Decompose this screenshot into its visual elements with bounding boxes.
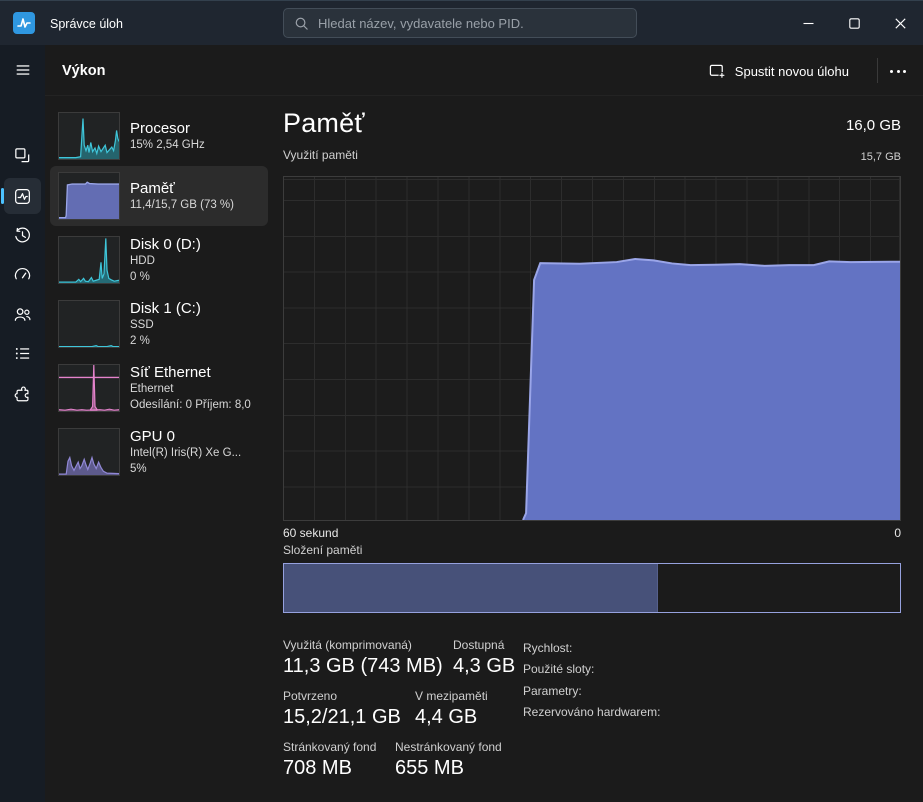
run-new-task-label: Spustit novou úlohu [734, 63, 849, 79]
perf-item-ethernet[interactable]: Síť Ethernet Ethernet Odesílání: 0 Příje… [50, 358, 268, 418]
minimize-button[interactable] [785, 1, 831, 46]
ellipsis-icon [890, 69, 893, 73]
memory-total: 16,0 GB [845, 117, 901, 134]
perf-item-detail: Odesílání: 0 Příjem: 8,0 [130, 398, 251, 411]
header-divider [877, 58, 878, 83]
stat-label: Nestránkovaný fond [395, 740, 502, 754]
perf-item-detail: 2 % [130, 334, 150, 347]
search-box[interactable] [283, 8, 637, 38]
title-bar: Správce úloh [0, 0, 923, 45]
x-axis-right-label: 0 [894, 526, 901, 540]
stat-label: Dostupná [453, 638, 505, 652]
page-header: Výkon Spustit novou úlohu [45, 45, 923, 96]
memory-title: Paměť [283, 108, 365, 138]
disk0-mini-chart [58, 236, 120, 284]
memory-stats: Využitá (komprimovaná) 11,3 GB (743 MB) … [283, 632, 901, 800]
sidebar-item-users[interactable] [0, 294, 45, 334]
disk1-mini-chart [58, 300, 120, 348]
stat-value: 655 MB [395, 757, 464, 779]
perf-item-detail: 15% 2,54 GHz [130, 138, 205, 151]
history-clock-icon [13, 226, 32, 245]
perf-item-detail: SSD [130, 319, 154, 331]
hardware-info-labels: Rychlost: Použité sloty: Parametry: Reze… [523, 638, 660, 724]
stat-value: 15,2/21,1 GB [283, 706, 401, 728]
stat-label: Využitá (komprimovaná) [283, 638, 412, 652]
app-icon [13, 12, 35, 34]
ethernet-mini-chart [58, 364, 120, 412]
usage-chart-label: Využití paměti [283, 148, 358, 162]
usage-chart-max: 15,7 GB [860, 151, 901, 163]
processes-icon [13, 146, 32, 165]
new-task-icon [709, 63, 726, 80]
perf-item-detail: 0 % [130, 270, 150, 283]
memory-mini-chart [58, 172, 120, 220]
stat-value: 4,4 GB [415, 706, 478, 728]
menu-button[interactable] [0, 50, 45, 90]
sidebar-item-processes[interactable] [0, 135, 45, 175]
perf-item-title: Disk 0 (D:) [130, 236, 201, 253]
stat-label: Použité sloty: [523, 662, 595, 677]
perf-item-detail: Ethernet [130, 383, 174, 395]
sidebar-item-performance[interactable] [0, 176, 45, 216]
x-axis-left-label: 60 sekund [283, 526, 339, 540]
cpu-mini-chart [58, 112, 120, 160]
perf-item-detail: HDD [130, 255, 155, 267]
puzzle-icon [13, 386, 32, 405]
perf-item-detail: 5% [130, 462, 147, 475]
performance-icon [13, 187, 32, 206]
gpu-mini-chart [58, 428, 120, 476]
stat-value: 708 MB [283, 757, 352, 779]
more-options-button[interactable] [881, 55, 915, 87]
memory-usage-chart [283, 176, 901, 521]
users-icon [13, 305, 32, 324]
composition-label: Složení paměti [283, 543, 363, 557]
stat-label: Potvrzeno [283, 689, 338, 703]
stat-value: 4,3 GB [453, 655, 516, 677]
close-button[interactable] [877, 1, 923, 46]
perf-item-title: Paměť [130, 179, 175, 197]
sidebar-item-services[interactable] [0, 375, 45, 415]
search-input[interactable] [318, 15, 626, 31]
perf-item-cpu[interactable]: Procesor 15% 2,54 GHz [50, 106, 268, 166]
stat-label: Rychlost: [523, 641, 573, 655]
navigation-rail [0, 45, 45, 802]
perf-item-title: Procesor [130, 119, 191, 137]
app-title: Správce úloh [50, 16, 123, 31]
perf-item-disk1[interactable]: Disk 1 (C:) SSD 2 % [50, 294, 268, 354]
stat-value: 11,3 GB (743 MB) [283, 655, 443, 677]
maximize-button[interactable] [831, 1, 877, 46]
perf-item-gpu[interactable]: GPU 0 Intel(R) Iris(R) Xe G... 5% [50, 422, 268, 482]
sidebar-item-details[interactable] [0, 333, 45, 373]
details-list-icon [13, 344, 32, 363]
search-icon [294, 16, 309, 31]
perf-item-disk0[interactable]: Disk 0 (D:) HDD 0 % [50, 230, 268, 290]
perf-item-memory[interactable]: Paměť 11,4/15,7 GB (73 %) [50, 166, 268, 226]
sidebar-item-app-history[interactable] [0, 215, 45, 255]
gauge-icon [13, 265, 32, 284]
perf-item-detail: Intel(R) Iris(R) Xe G... [130, 447, 242, 459]
sidebar-item-startup-apps[interactable] [0, 254, 45, 294]
stat-label: V mezipaměti [415, 689, 488, 703]
run-new-task-button[interactable]: Spustit novou úlohu [697, 55, 861, 87]
perf-item-title: GPU 0 [130, 428, 176, 445]
page-title: Výkon [62, 62, 106, 79]
stat-label: Parametry: [523, 683, 582, 698]
composition-in-use-segment [284, 564, 658, 612]
stat-label: Rezervováno hardwarem: [523, 705, 661, 720]
perf-item-title: Disk 1 (C:) [130, 300, 201, 317]
hamburger-icon [14, 61, 32, 79]
stat-label: Stránkovaný fond [283, 740, 377, 754]
perf-item-title: Síť Ethernet [130, 364, 211, 381]
perf-item-detail: 11,4/15,7 GB (73 %) [130, 198, 234, 211]
memory-composition-bar [283, 563, 901, 613]
